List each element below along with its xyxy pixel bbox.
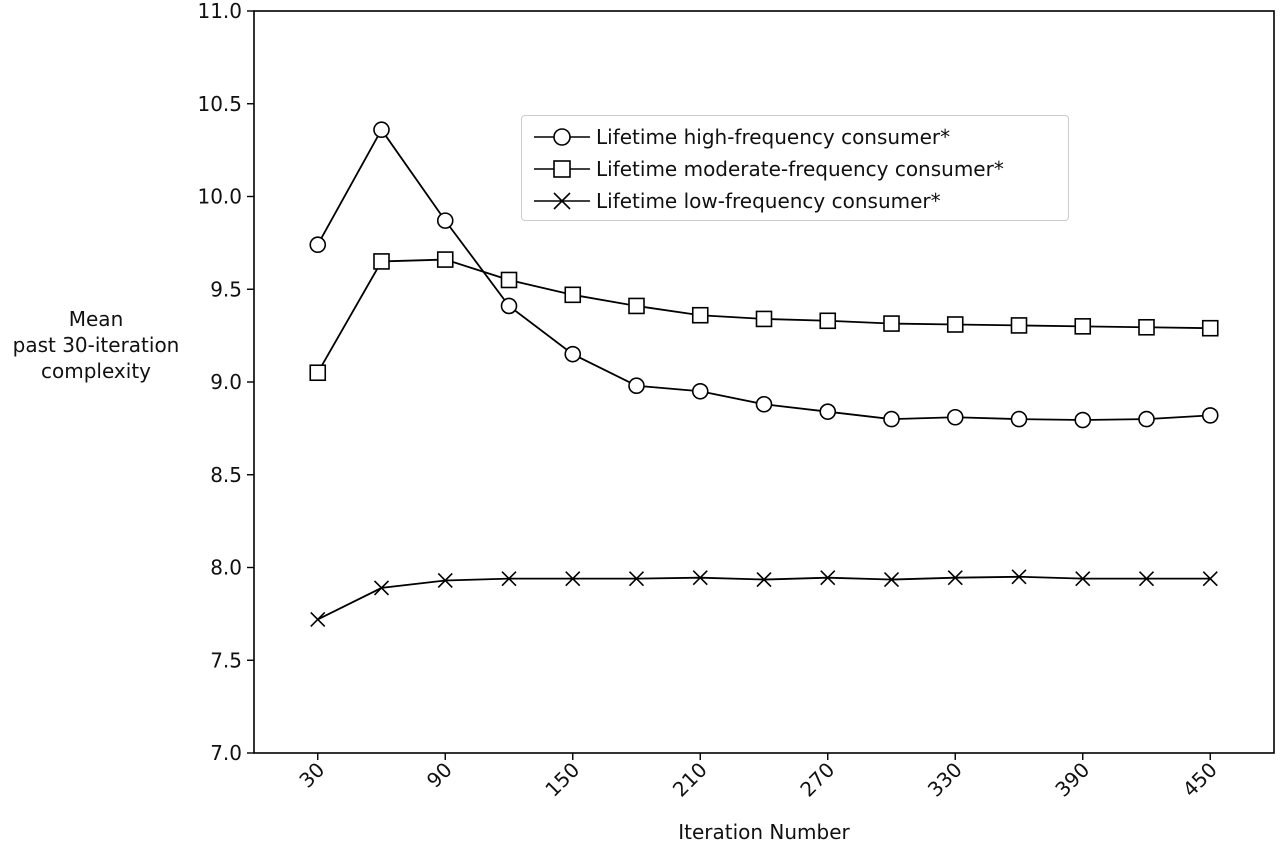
data-point-square: [1074, 318, 1092, 335]
data-point-square: [1010, 317, 1028, 334]
series-line-2: [317, 575, 1211, 621]
data-point-circle: [373, 121, 390, 139]
y-axis-label-line-3: complexity: [41, 359, 151, 383]
data-point-square: [691, 306, 709, 324]
data-point-x-stroke: [756, 571, 772, 588]
data-point-x-stroke: [1011, 569, 1027, 585]
data-point-x: [1138, 571, 1155, 587]
legend-label-high: Lifetime high-frequency consumer*: [596, 125, 951, 149]
data-point-x-stroke: [501, 571, 517, 587]
data-point-x: [947, 570, 963, 586]
legend-marker-x-icon: [534, 192, 590, 210]
data-point-x: [373, 580, 390, 596]
data-point-x-stroke: [565, 571, 581, 587]
data-point-circle: [1074, 411, 1092, 429]
x-tick-label: 30: [294, 758, 329, 793]
x-tick-label: 450: [1178, 758, 1222, 802]
data-point-circle: [436, 212, 454, 229]
data-point-circle: [755, 395, 773, 413]
data-point-x-stroke: [437, 572, 453, 589]
y-tick-label: 7.5: [210, 648, 242, 672]
x-axis-label: Iteration Number: [678, 820, 850, 844]
data-point-circle: [628, 377, 645, 395]
x-tick-label: 90: [422, 758, 457, 793]
x-tick-label: 330: [923, 758, 967, 802]
data-point-circle: [691, 382, 709, 400]
y-tick-label: 10.0: [197, 185, 242, 209]
legend: Lifetime high-frequency consumer* Lifeti…: [521, 115, 1069, 221]
data-point-x-stroke: [310, 611, 326, 628]
legend-label-low: Lifetime low-frequency consumer*: [596, 189, 941, 213]
series-group: [309, 121, 1219, 628]
legend-item-low: Lifetime low-frequency consumer*: [522, 184, 1068, 218]
data-point-x-stroke: [1138, 571, 1155, 587]
data-point-x-stroke: [1202, 571, 1218, 587]
data-point-circle: [883, 410, 900, 428]
data-point-x-stroke: [883, 571, 900, 588]
data-point-x-stroke: [820, 570, 836, 586]
legend-label-moderate: Lifetime moderate-frequency consumer*: [596, 157, 1004, 181]
data-point-circle: [946, 408, 964, 426]
x-tick-label: 390: [1050, 758, 1094, 802]
data-point-circle: [564, 345, 582, 363]
data-point-x-stroke: [373, 580, 390, 596]
data-point-square: [564, 286, 582, 304]
data-point-x: [565, 571, 581, 587]
data-point-x: [437, 572, 453, 589]
y-tick-label: 8.0: [210, 556, 242, 580]
data-point-square: [819, 312, 837, 330]
data-point-square: [755, 310, 773, 328]
legend-item-high: Lifetime high-frequency consumer*: [522, 120, 1068, 154]
data-point-x: [310, 611, 326, 628]
y-tick-label: 8.5: [210, 463, 242, 487]
y-tick-label: 11.0: [197, 0, 242, 23]
data-point-square: [436, 251, 454, 268]
data-point-x-stroke: [628, 571, 645, 587]
data-point-circle: [309, 236, 327, 254]
data-point-x-stroke: [692, 570, 708, 586]
y-tick-label: 7.0: [210, 741, 242, 765]
data-point-x: [692, 570, 708, 586]
x-tick-label: 270: [795, 758, 839, 802]
x-tick-label: 150: [540, 758, 584, 802]
legend-item-moderate: Lifetime moderate-frequency consumer*: [522, 152, 1068, 186]
y-tick-label: 9.5: [210, 277, 242, 301]
data-point-x-stroke: [1075, 571, 1091, 587]
y-axis-label: Mean past 30-iteration complexity: [0, 306, 192, 384]
data-point-circle: [1201, 407, 1219, 424]
y-tick-label: 9.0: [210, 370, 242, 394]
data-point-square: [628, 297, 645, 315]
y-axis-label-line-1: Mean: [68, 307, 124, 331]
data-point-circle: [819, 403, 837, 420]
legend-marker-square-icon: [534, 160, 590, 178]
data-point-square: [500, 271, 518, 289]
data-point-x: [501, 571, 517, 587]
data-point-x: [1075, 571, 1091, 587]
data-point-square: [946, 316, 964, 333]
data-point-x: [1202, 571, 1218, 587]
data-point-square: [1138, 318, 1155, 336]
y-axis-label-line-2: past 30-iteration: [12, 333, 180, 357]
data-point-circle: [1138, 410, 1155, 428]
data-point-square: [1201, 319, 1219, 337]
data-point-x: [883, 571, 900, 588]
y-tick-label: 10.5: [197, 92, 242, 116]
x-tick-label: 210: [668, 758, 712, 802]
data-point-x: [628, 571, 645, 587]
data-point-square: [309, 364, 327, 382]
data-point-circle: [1010, 410, 1028, 428]
data-point-x: [1011, 569, 1027, 585]
data-point-square: [883, 315, 900, 332]
data-point-x: [820, 570, 836, 586]
data-point-square: [373, 253, 390, 270]
data-point-x-stroke: [947, 570, 963, 586]
data-point-circle: [500, 297, 518, 315]
legend-marker-circle-icon: [534, 128, 590, 146]
data-point-x: [756, 571, 772, 588]
